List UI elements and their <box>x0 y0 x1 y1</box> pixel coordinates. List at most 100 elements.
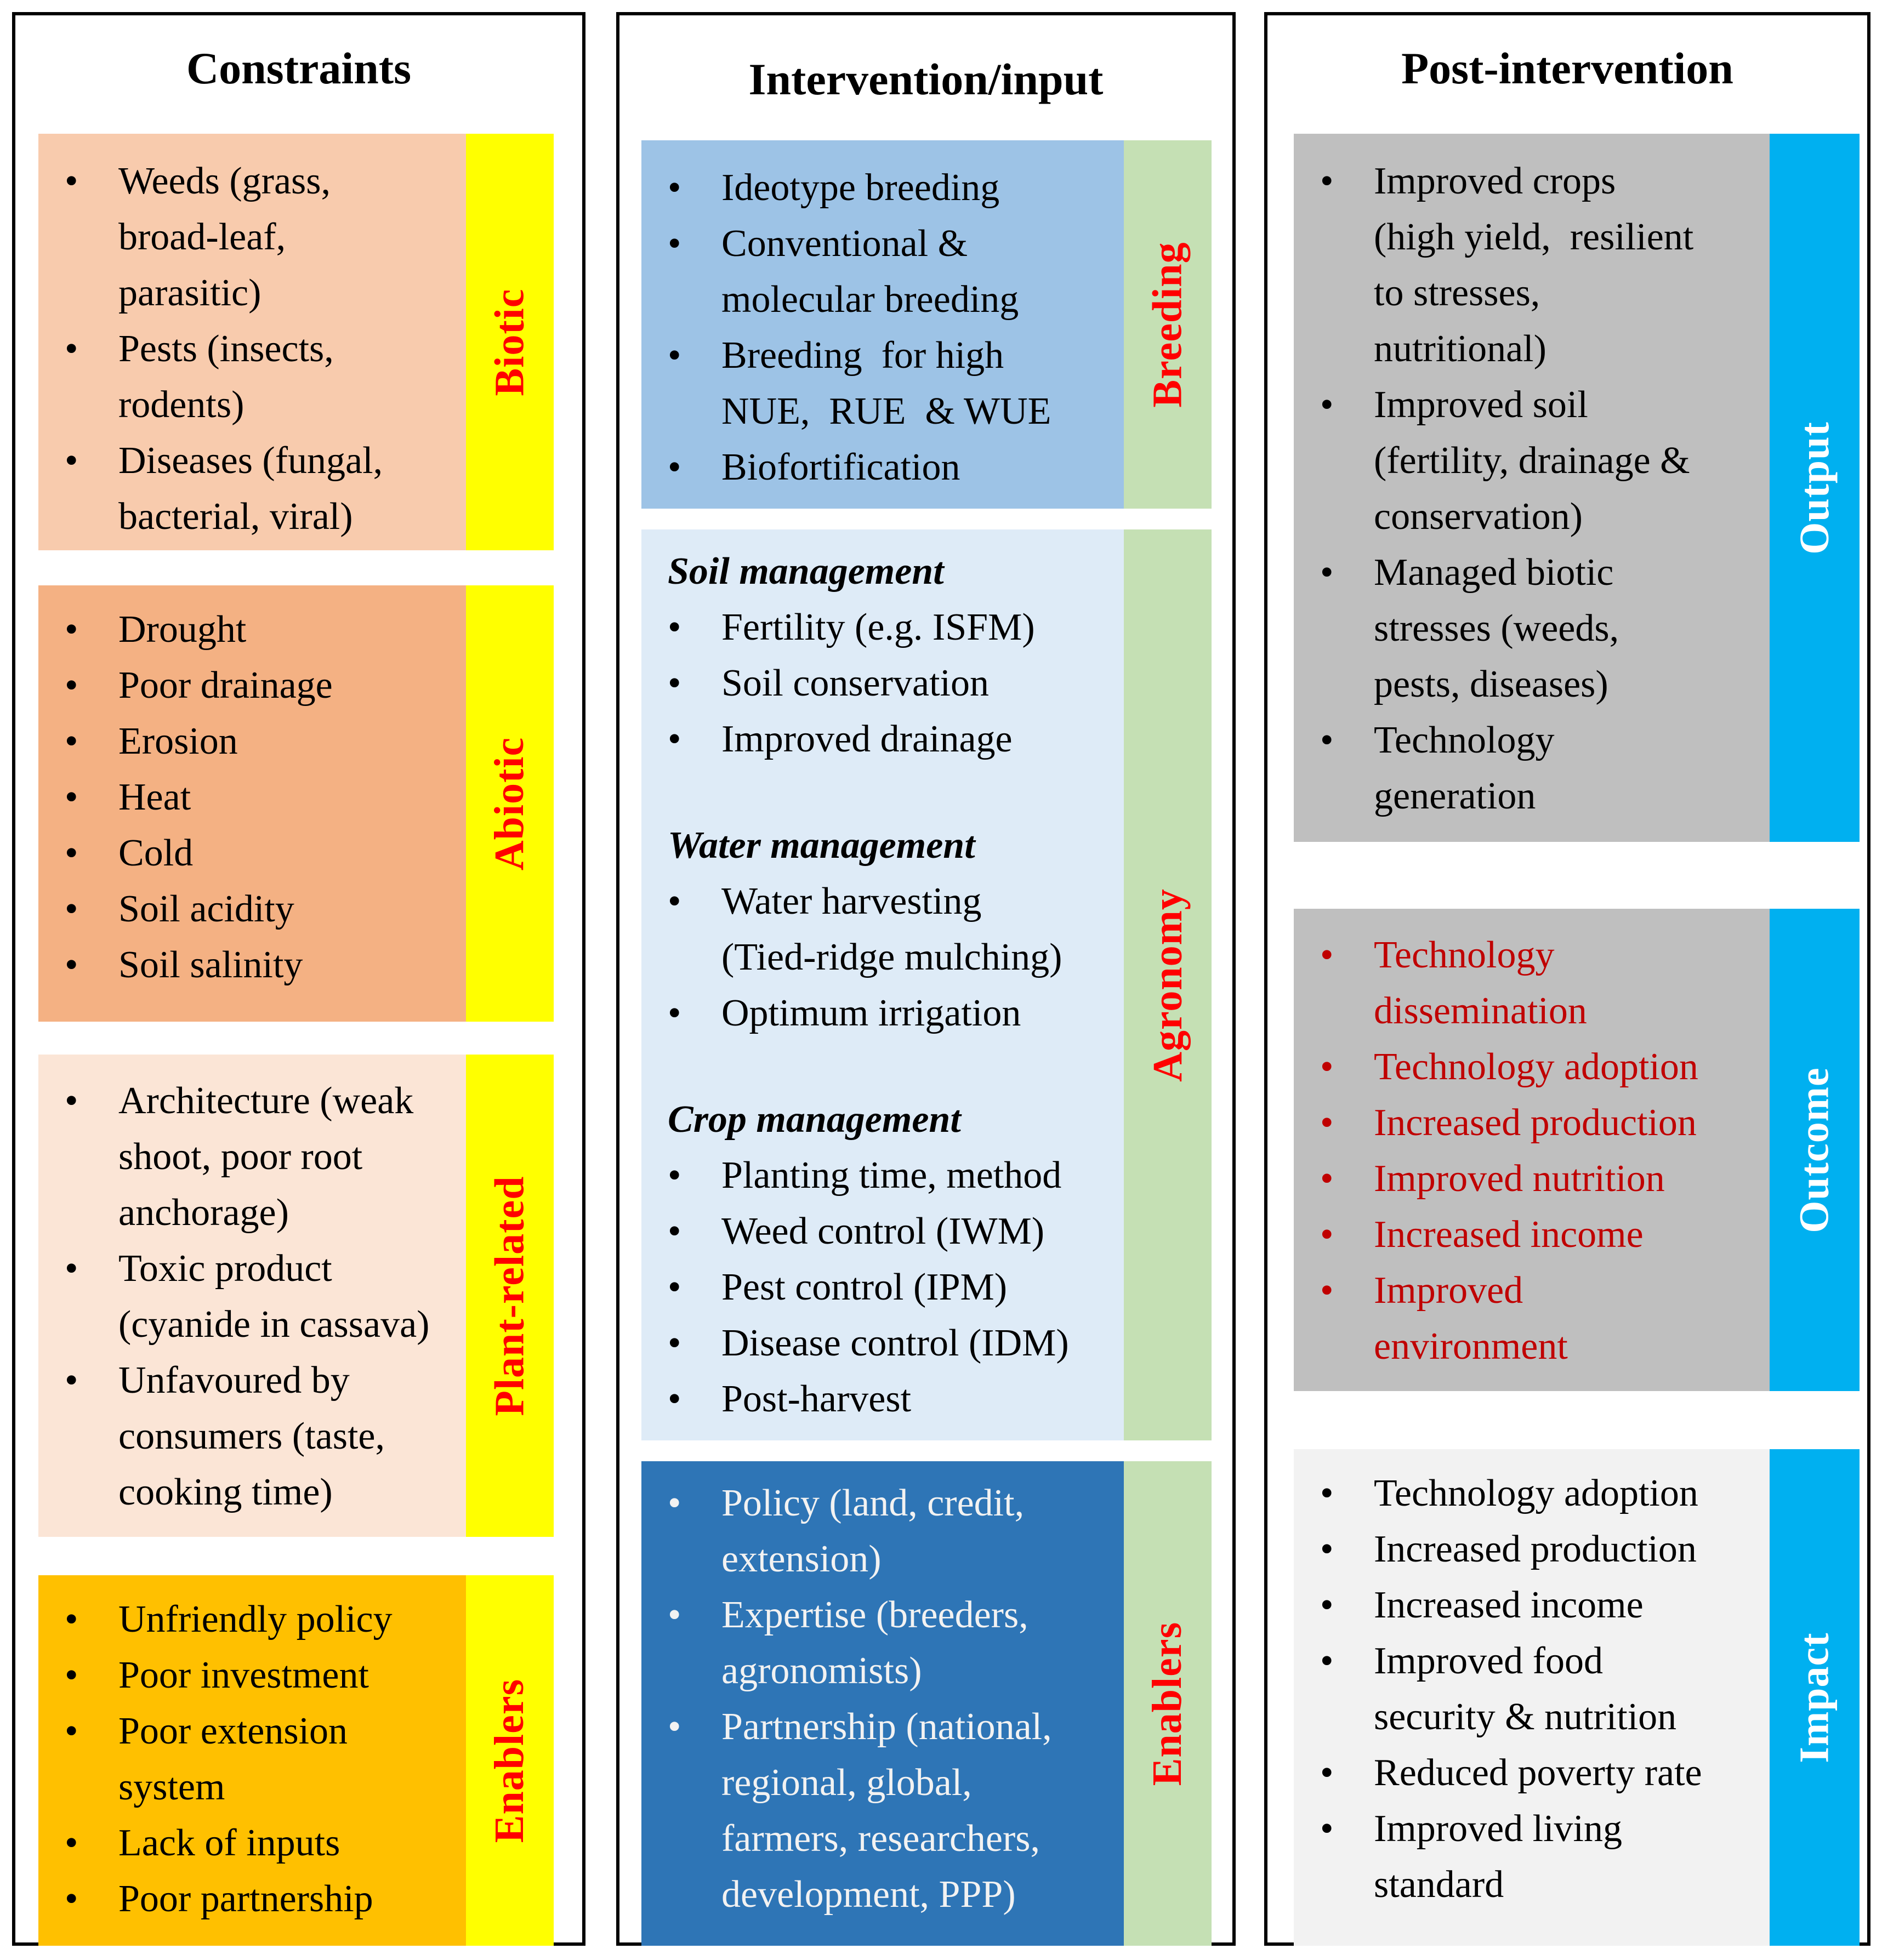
intervention-enablers-tab: Enablers <box>1124 1461 1212 1946</box>
list-item-line: to stresses, <box>1374 272 1540 314</box>
list-item-line: Improved food <box>1374 1640 1603 1682</box>
list-item: Poor investment <box>38 1648 466 1703</box>
list-item-line: Lack of inputs <box>118 1822 340 1864</box>
constraint-enablers-list: Unfriendly policy Poor investment Poor ext… <box>38 1592 466 1927</box>
list-item-line: Improved drainage <box>721 718 1013 760</box>
agronomy-box: Soil management Fertility (e.g. ISFM) Soi… <box>641 529 1212 1440</box>
breeding-label: Breeding <box>1144 241 1191 408</box>
outcome-box: Technology dissemination Technology adopti… <box>1294 909 1860 1391</box>
plant-related-content: Architecture (weak shoot, poor root anchor… <box>38 1055 466 1537</box>
crop-management-title: Crop management <box>668 1098 961 1141</box>
abiotic-content: Drought Poor drainage Erosion Heat Cold Soil … <box>38 585 466 1022</box>
list-item-line: Weed control (IWM) <box>721 1210 1045 1252</box>
constraint-enablers-box: Unfriendly policy Poor investment Poor ext… <box>38 1575 554 1946</box>
list-item-line: Increased production <box>1374 1528 1697 1570</box>
list-item-line: Weeds (grass, <box>118 160 331 202</box>
list-item-line: Planting time, method <box>721 1154 1062 1196</box>
list-item-line: Optimum irrigation <box>721 992 1021 1034</box>
list-item-line: Increased income <box>1374 1213 1644 1256</box>
list-item-line: Disease control (IDM) <box>721 1322 1069 1364</box>
list-item: Post-harvest <box>641 1371 1124 1427</box>
breeding-tab: Breeding <box>1124 140 1212 509</box>
list-item-line: Pest control (IPM) <box>721 1266 1008 1308</box>
list-item-line: Policy (land, credit, <box>721 1482 1025 1524</box>
plant-related-tab: Plant-related <box>466 1055 554 1537</box>
list-item-line: Expertise (breeders, <box>721 1594 1028 1636</box>
list-item-line: cooking time) <box>118 1471 333 1513</box>
list-item: Disease control (IDM) <box>641 1315 1124 1371</box>
list-item-line: Breeding for high <box>721 334 1004 377</box>
list-item: Biofortification <box>641 440 1124 495</box>
abiotic-label: Abiotic <box>486 737 533 870</box>
list-item-line: Technology <box>1374 934 1555 976</box>
list-item: Technology adoption <box>1294 1466 1770 1522</box>
intervention-enablers-content: Policy (land, credit, extension) Expertise… <box>641 1461 1124 1946</box>
agronomy-label: Agronomy <box>1144 888 1191 1082</box>
list-item: Improved soil (fertility, drainage & conse… <box>1294 377 1770 545</box>
list-item-line: Erosion <box>118 720 238 762</box>
list-item: Increased income <box>1294 1207 1770 1263</box>
list-item-line: Post-harvest <box>721 1378 912 1420</box>
list-item-line: bacterial, viral) <box>118 495 353 538</box>
list-item-line: security & nutrition <box>1374 1696 1677 1738</box>
list-item-line: Architecture (weak <box>118 1080 414 1122</box>
output-content: Improved crops (high yield, resilient to s… <box>1294 134 1770 842</box>
list-item-line: Improved nutrition <box>1374 1158 1665 1200</box>
list-item: Lack of inputs <box>38 1815 466 1871</box>
plant-related-list: Architecture (weak shoot, poor root anchor… <box>38 1073 466 1520</box>
list-item-line: environment <box>1374 1325 1568 1368</box>
list-item: Ideotype breeding <box>641 160 1124 216</box>
impact-tab: Impact <box>1770 1449 1860 1946</box>
list-item-line: Improved <box>1374 1269 1523 1312</box>
list-item: Technology generation <box>1294 713 1770 824</box>
impact-box: Technology adoption Increased production I… <box>1294 1449 1860 1946</box>
list-item-line: conservation) <box>1374 495 1583 538</box>
list-item-line: Water harvesting <box>721 880 982 922</box>
list-item: Erosion <box>38 714 466 770</box>
list-item-line: Soil salinity <box>118 944 303 986</box>
impact-content: Technology adoption Increased production I… <box>1294 1449 1770 1946</box>
list-item: Weeds (grass, broad-leaf, parasitic) <box>38 153 466 321</box>
list-item-line: Technology adoption <box>1374 1472 1698 1514</box>
list-item: Poor partnership <box>38 1871 466 1927</box>
list-item: Pests (insects, rodents) <box>38 321 466 433</box>
list-item: Poor drainage <box>38 658 466 714</box>
list-item-line: generation <box>1374 775 1536 817</box>
list-item-line: anchorage) <box>118 1192 289 1234</box>
list-item-line: Poor extension <box>118 1710 348 1752</box>
list-item: Breeding for high NUE, RUE & WUE <box>641 328 1124 440</box>
list-item-line: Improved crops <box>1374 160 1616 202</box>
abiotic-tab: Abiotic <box>466 585 554 1022</box>
output-tab: Output <box>1770 134 1860 842</box>
constraint-enablers-label: Enablers <box>486 1678 533 1843</box>
list-item: Policy (land, credit, extension) <box>641 1475 1124 1587</box>
list-item-line: Biofortification <box>721 446 960 488</box>
outcome-list: Technology dissemination Technology adopti… <box>1294 927 1770 1375</box>
list-item: Drought <box>38 602 466 658</box>
list-item: Heat <box>38 770 466 825</box>
list-item-line: pests, diseases) <box>1374 663 1608 705</box>
list-item-line: Poor partnership <box>118 1878 373 1920</box>
abiotic-list: Drought Poor drainage Erosion Heat Cold Soil … <box>38 602 466 993</box>
list-item-line: Unfriendly policy <box>118 1598 393 1640</box>
list-item-line: farmers, researchers, <box>721 1817 1040 1860</box>
list-item-line: Diseases (fungal, <box>118 440 383 482</box>
constraints-title: Constraints <box>186 43 412 93</box>
list-item-line: shoot, poor root <box>118 1136 363 1178</box>
list-item-line: Partnership (national, <box>721 1706 1052 1748</box>
biotic-box: Weeds (grass, broad-leaf, parasitic) Pests … <box>38 134 554 550</box>
soil-management-title: Soil management <box>668 550 944 592</box>
list-item-line: Unfavoured by <box>118 1359 350 1401</box>
list-item-line: Soil conservation <box>721 662 989 704</box>
list-item-line: (cyanide in cassava) <box>118 1303 430 1346</box>
breeding-content: Ideotype breeding Conventional & molecular… <box>641 140 1124 509</box>
list-item-line: Heat <box>118 776 191 818</box>
biotic-tab: Biotic <box>466 134 554 550</box>
water-management-list: Water harvesting (Tied-ridge mulching) Opt… <box>641 874 1124 1041</box>
list-item-line: Soil acidity <box>118 888 294 930</box>
outcome-tab: Outcome <box>1770 909 1860 1391</box>
outcome-content: Technology dissemination Technology adopti… <box>1294 909 1770 1391</box>
list-item-line: Improved soil <box>1374 384 1588 426</box>
biotic-content: Weeds (grass, broad-leaf, parasitic) Pests … <box>38 134 466 550</box>
list-item-line: Increased production <box>1374 1102 1697 1144</box>
